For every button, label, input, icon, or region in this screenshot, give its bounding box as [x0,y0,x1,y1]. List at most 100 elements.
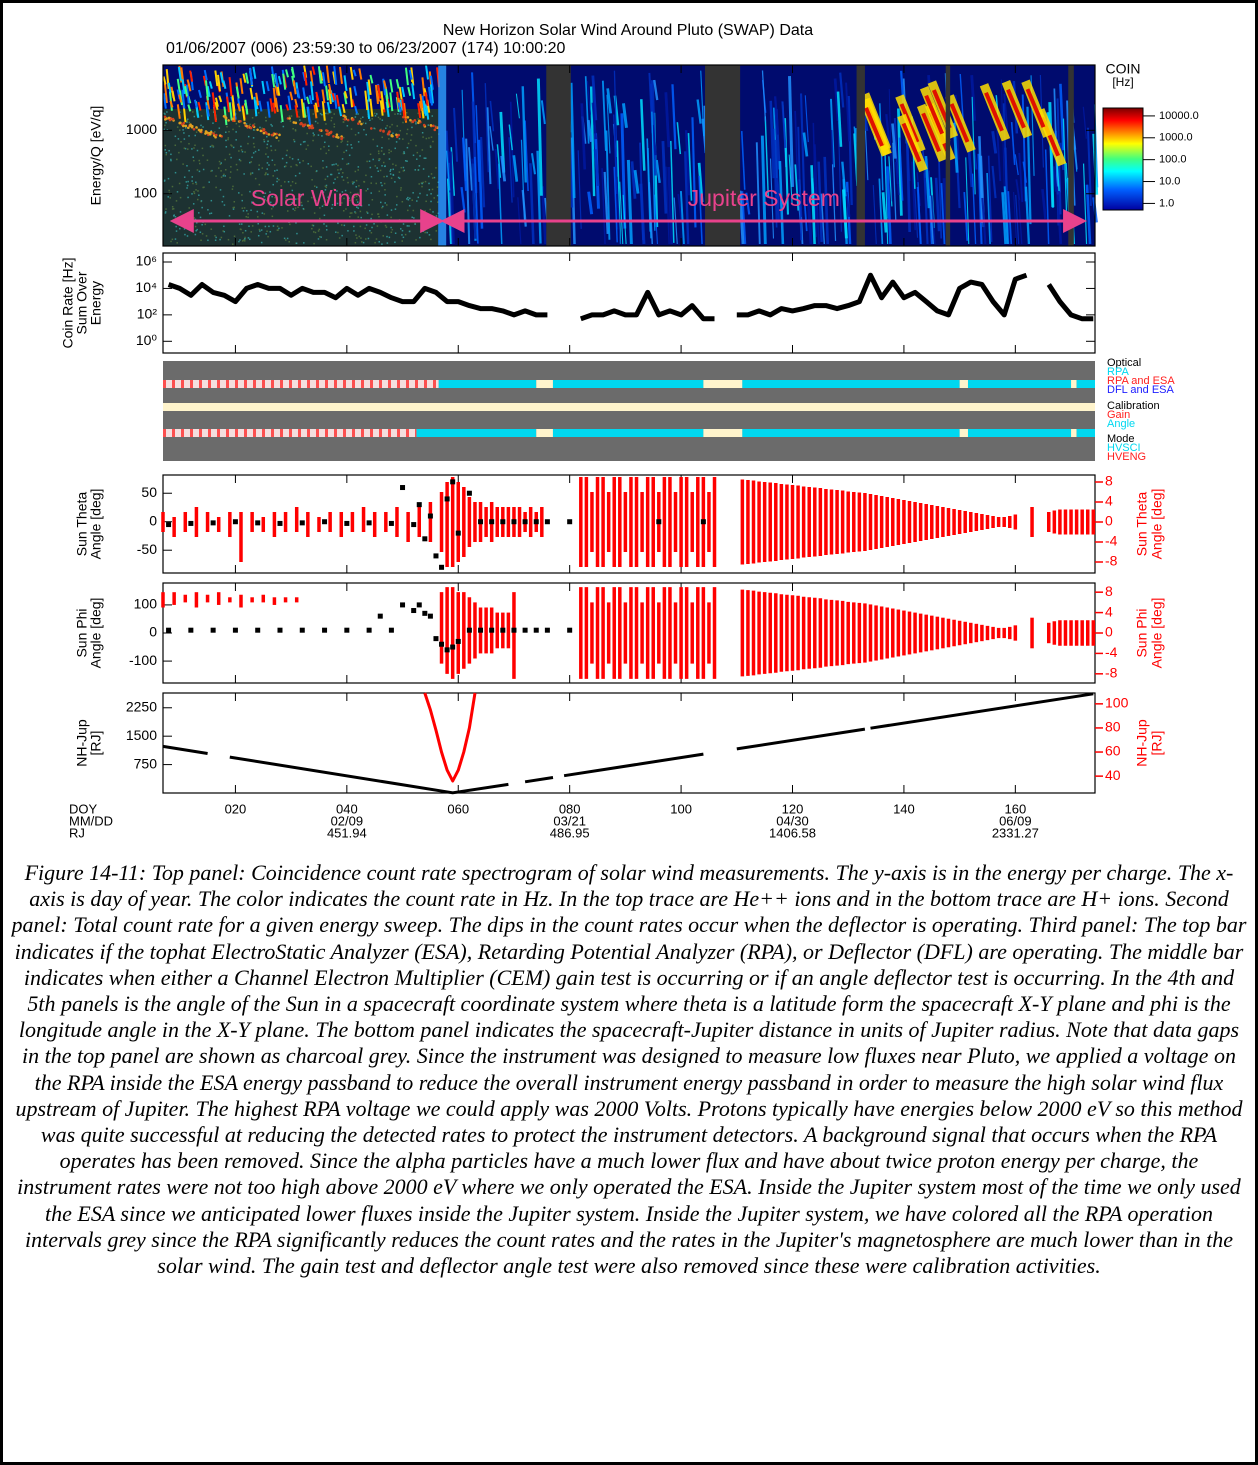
spectrogram-texture [406,198,408,200]
spectrogram-texture [422,100,427,116]
spectrogram-texture [382,205,384,208]
spectrogram-texture [402,166,405,169]
spectrogram-texture [313,212,316,214]
spectrogram-texture [901,122,922,163]
spectrogram-texture [394,232,397,234]
spectrogram-texture [333,188,335,191]
spectrogram-texture [338,237,341,239]
spectrogram-texture [244,229,247,232]
spectrogram-texture [422,230,425,232]
spectrogram-texture [206,159,209,161]
spectrogram-texture [384,188,386,191]
spectrogram-texture [337,231,339,234]
spectrogram-texture [386,242,389,244]
spectrogram-texture [302,102,307,118]
spectrogram-texture [193,115,196,118]
spectrogram-texture [773,96,780,135]
data-point [489,627,495,633]
spectrogram-texture [379,169,382,172]
spectrogram-texture [356,237,358,239]
spectrogram-texture [247,237,250,239]
data-point [400,485,406,491]
data-point [427,513,433,519]
spectrogram-texture [991,165,997,199]
spectrogram-texture [289,156,291,159]
spectrogram-texture [391,123,393,126]
spectrogram-texture [193,217,196,219]
spectrogram-texture [381,243,383,245]
spectrogram-texture [272,175,274,177]
spectrogram-texture [288,115,291,117]
spectrogram-texture [774,139,780,220]
spectrogram-texture [794,110,799,197]
data-point [210,627,216,633]
data-line [167,272,1094,322]
spectrogram-texture [286,194,288,196]
spectrogram-texture [264,225,267,228]
x-tick-label: 160 [1004,801,1026,816]
spectrogram-texture [432,140,434,143]
spectrogram-texture [360,117,362,120]
spectrogram-texture [354,241,357,244]
spectrogram-texture [309,70,314,87]
y2-axis-label: NH-Jup [1134,719,1150,767]
spectrogram-texture [374,127,376,130]
legend-entry: RPA [1107,366,1129,378]
spectrogram-texture [332,135,335,138]
spectrogram-texture [402,170,405,172]
spectrogram-texture [802,132,809,157]
spectrogram-texture [179,121,182,125]
spectrogram-texture [389,173,392,175]
spectrogram-texture [252,66,257,79]
spectrogram-texture [339,197,341,199]
spectrogram-texture [296,232,298,235]
spectrogram-texture [353,181,355,184]
spectrogram-texture [219,163,222,165]
spectrogram-texture [375,113,378,115]
spectrogram-texture [244,236,246,239]
spectrogram-texture [274,149,277,151]
spectrogram-texture [253,96,258,117]
spectrogram-texture [406,128,409,131]
spectrogram-texture [319,207,321,209]
data-point [344,627,350,633]
spectrogram-texture [475,105,480,182]
spectrogram-texture [845,82,851,142]
spectrogram-texture [163,112,165,115]
spectrogram-texture [343,224,346,227]
spectrogram-texture [163,109,439,246]
spectrogram-texture [403,169,406,172]
spectrogram-texture [352,69,357,77]
spectrogram-texture [342,118,345,120]
spectrogram-texture [209,145,212,148]
data-point [166,522,172,528]
spectrogram-texture [403,151,405,153]
spectrogram-texture [266,135,268,138]
spectrogram-texture [238,150,240,152]
spectrogram-texture [267,156,269,158]
spectrogram-texture [429,146,432,148]
data-point [188,627,194,633]
spectrogram-texture [417,119,421,123]
timeline-segment [163,403,1095,411]
spectrogram-texture [372,138,374,141]
spectrogram-texture [390,150,392,153]
spectrogram-texture [341,234,343,237]
spectrogram-texture [417,169,420,171]
spectrogram-texture [240,149,243,151]
data-point [533,519,539,525]
spectrogram-texture [508,137,513,203]
spectrogram-texture [414,169,417,171]
spectrogram-texture [374,84,379,105]
spectrogram-texture [334,178,336,180]
spectrogram-texture [323,214,326,217]
spectrogram-texture [260,229,263,231]
legend-entry: Angle [1107,418,1135,430]
spectrogram-texture [204,130,208,133]
spectrogram-texture [406,160,408,162]
spectrogram-texture [174,144,177,147]
spectrogram-texture [430,238,432,241]
spectrogram-texture [367,237,370,240]
spectrogram-texture [298,116,300,118]
timeline-segment [552,429,704,437]
